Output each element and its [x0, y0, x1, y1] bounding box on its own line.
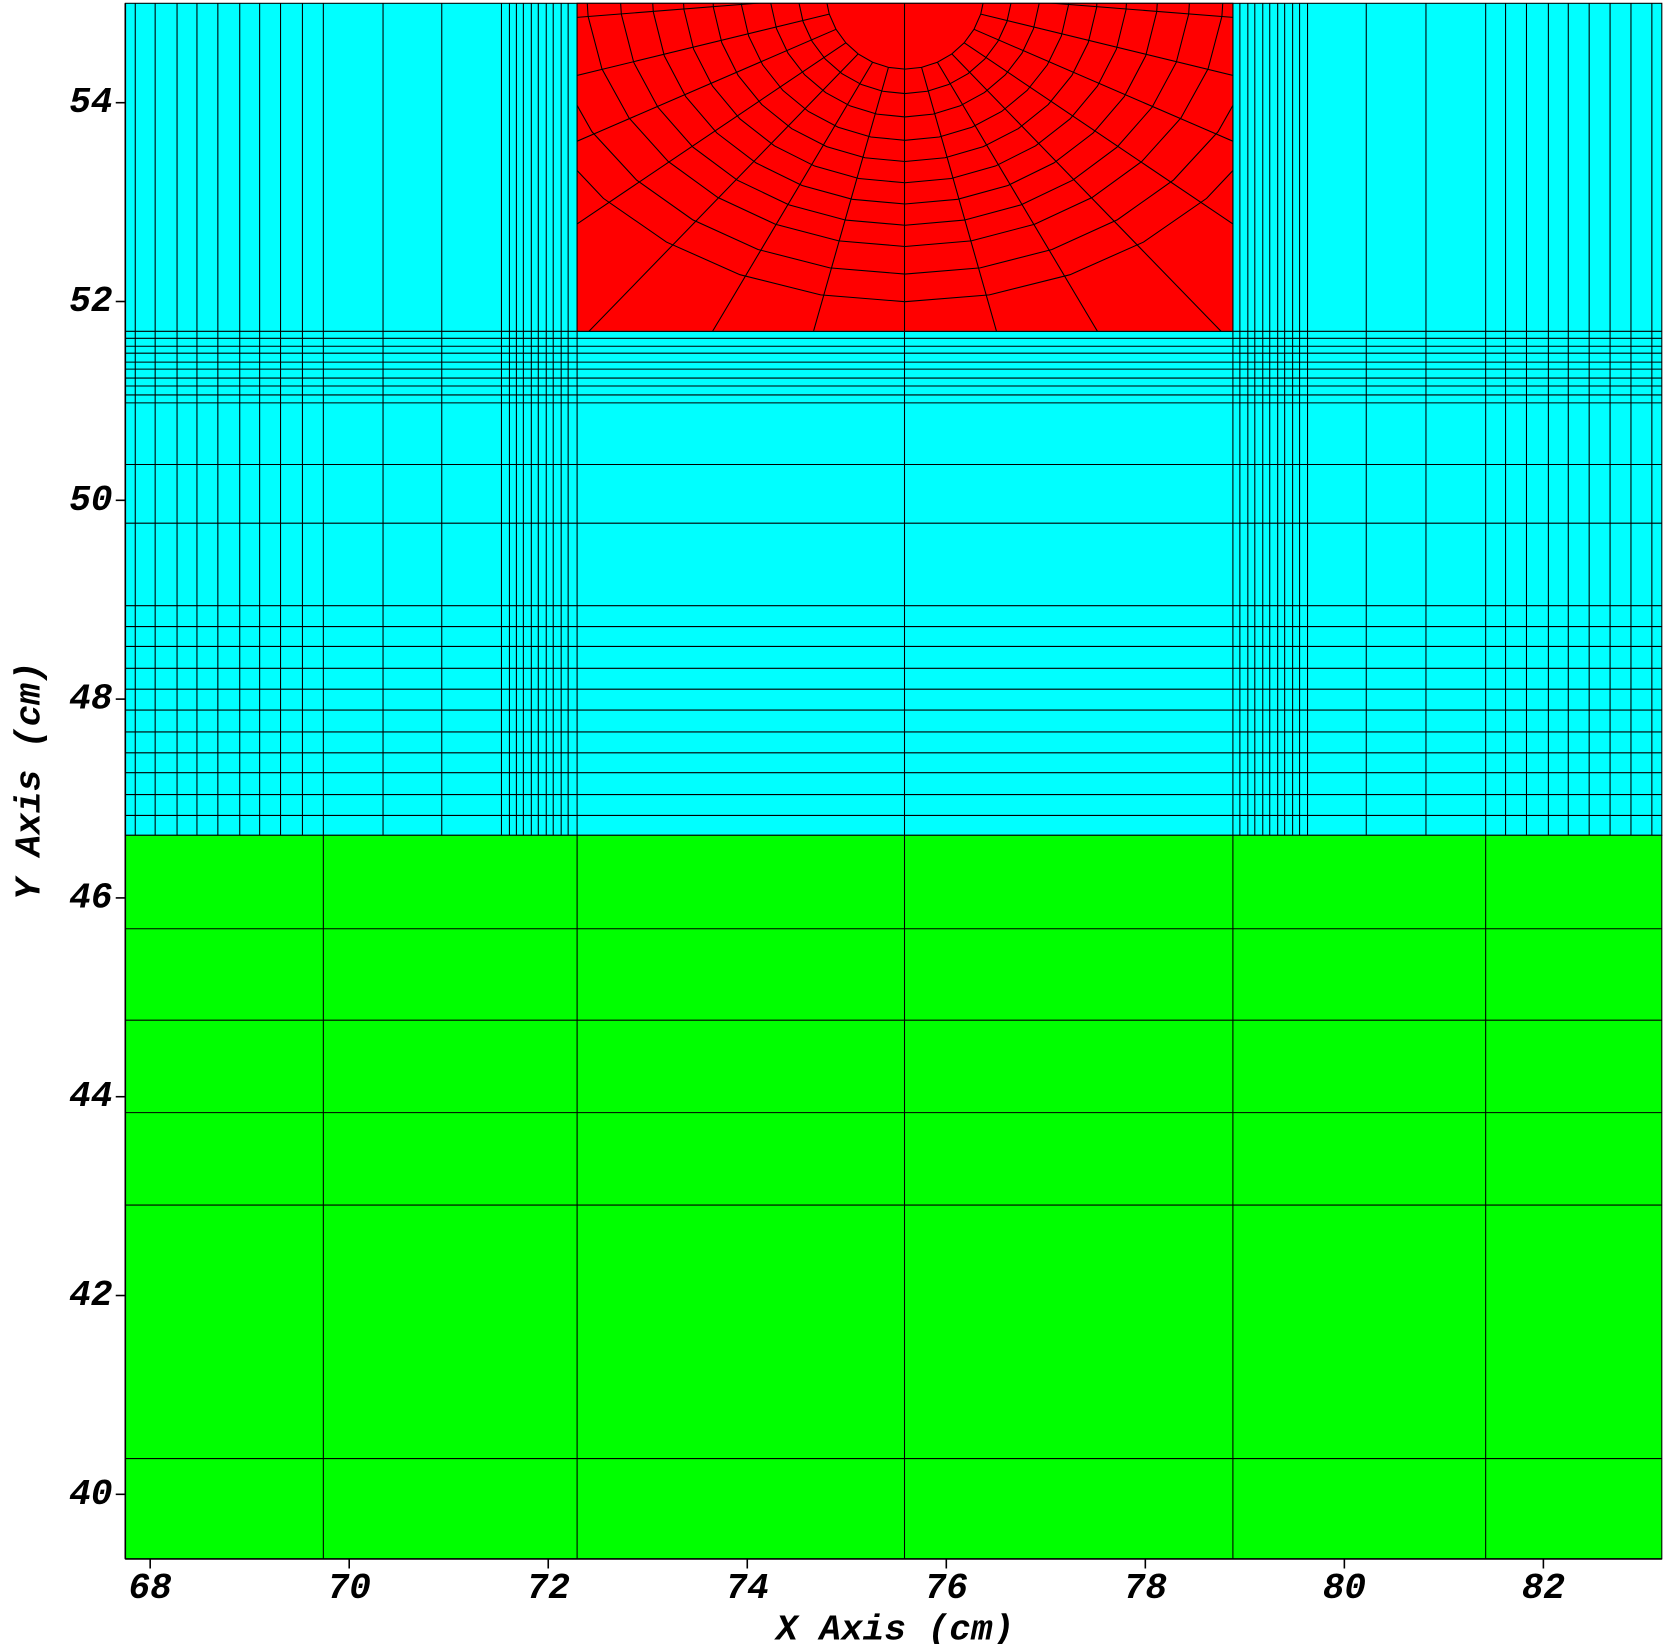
x-tick-label: 74	[726, 1568, 769, 1609]
x-tick-label: 72	[527, 1568, 570, 1609]
y-tick-label: 52	[69, 281, 112, 322]
regions	[124, 2, 1663, 1560]
mesh-line	[711, 61, 874, 332]
mesh-line	[577, 3, 763, 18]
mesh-line	[973, 28, 1233, 142]
mesh-line	[921, 67, 998, 332]
mesh-line	[963, 42, 1233, 225]
x-axis-label: X Axis (cm)	[774, 1610, 1014, 1644]
mesh-line	[577, 13, 830, 76]
region	[576, 2, 1234, 332]
x-tick-label: 68	[129, 1568, 172, 1609]
y-tick-label: 44	[69, 1076, 112, 1117]
mesh-line	[577, 42, 847, 225]
x-tick-label: 70	[328, 1568, 371, 1609]
x-tick-label: 78	[1124, 1568, 1167, 1609]
mesh-line	[812, 67, 889, 332]
mesh-line	[1047, 3, 1233, 18]
y-tick-label: 42	[69, 1275, 112, 1316]
mesh-line	[577, 28, 837, 142]
x-tick-label: 76	[925, 1568, 968, 1609]
axes: 68 70 72 74 76 78 80 82 40 42 44 46 48 50 52 54	[69, 3, 1662, 1609]
mesh-line	[936, 61, 1099, 332]
mesh-line	[951, 53, 1222, 332]
x-tick-label: 80	[1323, 1568, 1366, 1609]
y-tick-label: 40	[69, 1474, 112, 1515]
y-tick-label: 48	[69, 679, 112, 720]
region	[124, 834, 1663, 1560]
region-fill	[125, 835, 1662, 1559]
mesh-line	[980, 13, 1233, 76]
x-tick-label: 82	[1522, 1568, 1565, 1609]
y-tick-label: 46	[69, 877, 112, 918]
mesh-line	[588, 53, 859, 332]
y-tick-label: 50	[69, 480, 112, 521]
y-axis-label: Y Axis (cm)	[9, 661, 50, 899]
region-outline	[576, 2, 1234, 332]
y-tick-label: 54	[69, 82, 112, 123]
